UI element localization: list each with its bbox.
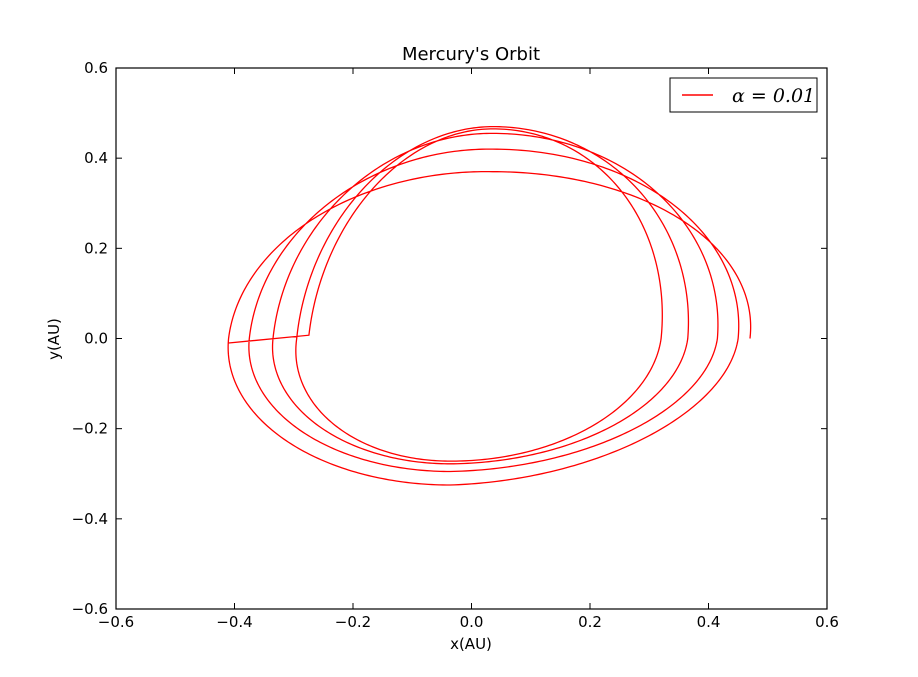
y-tick-label: 0.6 [84,59,108,77]
x-tick-label: −0.4 [216,613,252,631]
plot-frame [115,67,828,610]
x-tick-label: 0.6 [815,613,839,631]
y-tick-label: −0.4 [72,510,108,528]
orbit-series-group [227,125,752,486]
y-tick-label: −0.6 [72,600,108,618]
y-tick-label: 0.2 [84,239,108,257]
x-tick-label: 0.2 [578,613,602,631]
y-tick-label: 0.4 [84,149,108,167]
chart-title: Mercury's Orbit [402,44,540,65]
legend-label: α = 0.01 [732,85,815,107]
x-tick-label: 0.4 [697,613,721,631]
x-axis-label: x(AU) [450,635,492,653]
legend: α = 0.01 [669,77,818,113]
plot-area [116,68,827,609]
orbit-line-series [227,125,752,486]
x-tick-label: −0.2 [335,613,371,631]
x-tick-label: −0.6 [98,613,134,631]
x-tick-label: 0.0 [460,613,484,631]
y-axis-label: y(AU) [45,318,63,360]
axis-ticks-group: −0.6 −0.4 −0.2 0.0 0.2 0.4 0.6 −0.6 −0.4 −0.2 0.0 0… [72,59,839,631]
y-tick-label: −0.2 [72,420,108,438]
y-tick-label: 0.0 [84,330,108,348]
